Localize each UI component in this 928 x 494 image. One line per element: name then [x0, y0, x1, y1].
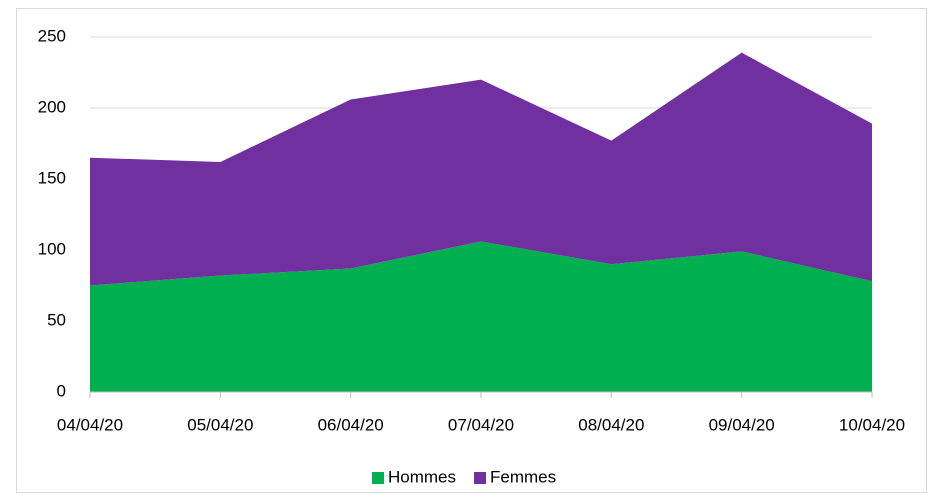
legend-label: Hommes [388, 467, 456, 486]
legend-swatch [372, 472, 384, 484]
x-tick-label: 05/04/20 [187, 415, 253, 434]
y-tick-label: 100 [38, 239, 66, 258]
x-tick-label: 04/04/20 [57, 415, 123, 434]
y-tick-label: 0 [57, 381, 66, 400]
y-tick-label: 50 [47, 310, 66, 329]
area [90, 52, 872, 286]
area [90, 241, 872, 392]
x-tick-label: 09/04/20 [709, 415, 775, 434]
x-tick-label: 06/04/20 [318, 415, 384, 434]
y-tick-label: 150 [38, 168, 66, 187]
x-tick-label: 08/04/20 [578, 415, 644, 434]
x-tick-label: 10/04/20 [839, 415, 905, 434]
y-tick-label: 200 [38, 97, 66, 116]
y-tick-label: 250 [38, 26, 66, 45]
legend-label: Femmes [490, 467, 556, 486]
legend-swatch [474, 472, 487, 484]
x-tick-label: 07/04/20 [448, 415, 514, 434]
